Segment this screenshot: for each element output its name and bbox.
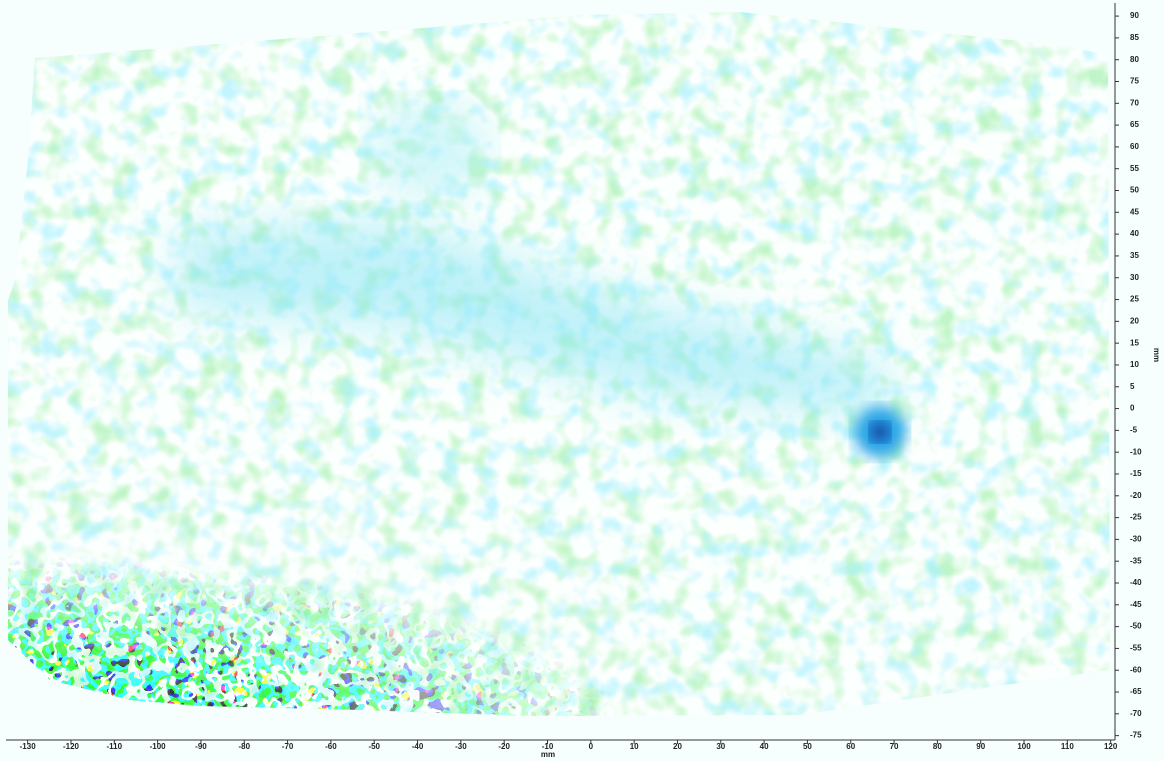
x-tick-label: 50 [803,742,812,751]
y-tick-label: 80 [1130,55,1139,64]
y-tick-label: 50 [1130,186,1139,195]
y-tick-label: -40 [1130,578,1142,587]
x-tick-label: -90 [195,742,207,751]
x-tick-label: -120 [63,742,80,751]
y-tick-label: 65 [1130,120,1139,129]
y-tick-label: 20 [1130,316,1139,325]
x-tick-label: 60 [846,742,855,751]
y-tick-label: 70 [1130,98,1139,107]
x-tick-label: 80 [933,742,942,751]
x-tick-label: 40 [760,742,769,751]
y-tick-label: 30 [1130,273,1139,282]
y-tick-label: -35 [1130,556,1142,565]
x-tick-label: -110 [107,742,123,751]
x-tick-label: -60 [325,742,337,751]
y-tick-label: 5 [1130,382,1135,391]
x-tick-label: -130 [20,742,37,751]
x-tick-label: -30 [455,742,467,751]
y-tick-label: -10 [1130,447,1142,456]
x-tick-label: -40 [412,742,424,751]
y-tick-label: -25 [1130,513,1142,522]
y-tick-label: -5 [1130,425,1138,434]
y-tick-label: 60 [1130,142,1139,151]
x-tick-label: 100 [1017,742,1031,751]
x-tick-label: 10 [630,742,639,751]
y-tick-label: 90 [1130,11,1139,20]
x-tick-label: -50 [368,742,380,751]
x-tick-label: 90 [976,742,985,751]
x-axis-label: mm [541,750,555,759]
y-tick-label: -65 [1130,687,1142,696]
y-tick-label: 45 [1130,207,1139,216]
y-tick-label: -60 [1130,665,1142,674]
x-tick-label: 30 [716,742,725,751]
y-tick-label: -75 [1130,731,1142,740]
y-tick-label: -50 [1130,622,1142,631]
y-tick-label: -20 [1130,491,1142,500]
y-tick-label: 75 [1130,77,1139,86]
x-tick-label: -80 [238,742,250,751]
y-tick-label: 0 [1130,404,1135,413]
y-tick-label: 40 [1130,229,1139,238]
y-tick-label: -45 [1130,600,1142,609]
y-tick-label: 85 [1130,33,1139,42]
y-tick-label: -30 [1130,535,1142,544]
y-tick-label: 10 [1130,360,1139,369]
y-tick-label: -55 [1130,644,1142,653]
x-tick-label: 70 [890,742,899,751]
x-tick-label: 20 [673,742,682,751]
y-tick-label: -70 [1130,709,1142,718]
x-tick-label: 0 [589,742,594,751]
x-tick-label: 110 [1061,742,1074,751]
y-tick-label: 15 [1130,338,1139,347]
y-tick-label: 35 [1130,251,1139,260]
y-tick-label: -15 [1130,469,1142,478]
y-axis-label: mm [1152,348,1161,362]
x-tick-label: -20 [498,742,510,751]
x-tick-label: -70 [282,742,294,751]
x-tick-label: 120 [1104,742,1118,751]
y-tick-label: 55 [1130,164,1139,173]
y-tick-label: 25 [1130,295,1139,304]
x-tick-label: -100 [150,742,167,751]
x-tick-label: -10 [542,742,554,751]
